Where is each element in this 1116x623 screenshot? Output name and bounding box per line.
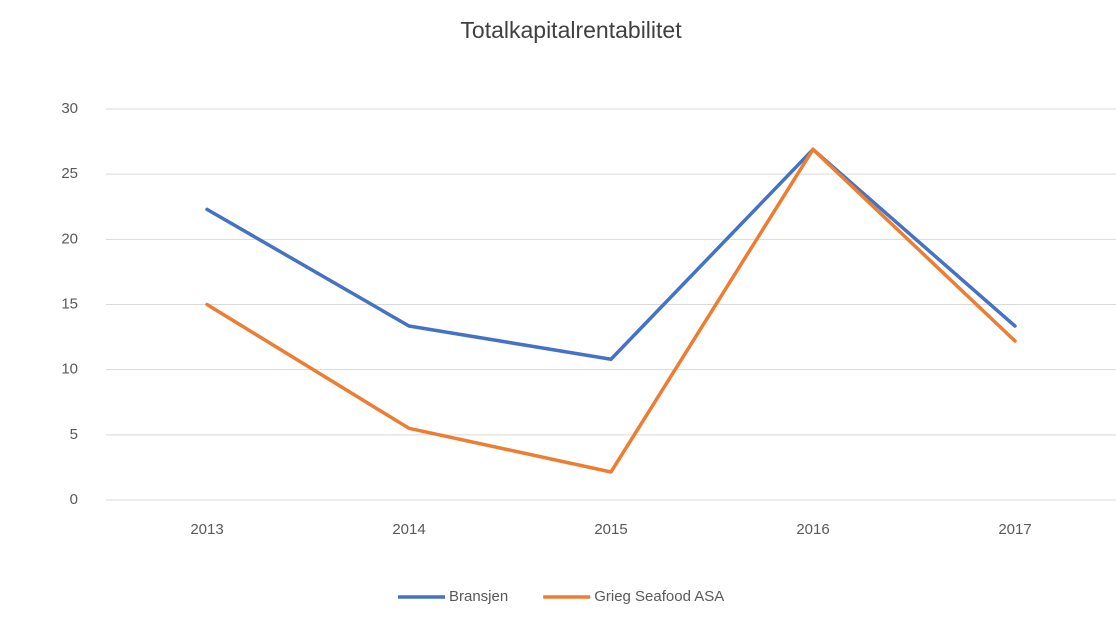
x-tick-label: 2014 [392,521,425,538]
x-tick-label: 2015 [594,521,627,538]
y-tick-label: 30 [61,100,78,117]
chart-title: Totalkapitalrentabilitet [460,17,682,43]
y-tick-label: 15 [61,295,78,312]
x-tick-label: 2017 [998,521,1031,538]
y-tick-label: 5 [70,426,78,443]
x-tick-label: 2013 [190,521,223,538]
y-tick-label: 10 [61,361,78,378]
x-tick-label: 2016 [796,521,829,538]
legend-label: Bransjen [449,588,508,605]
y-tick-label: 0 [70,491,78,508]
legend-label: Grieg Seafood ASA [594,588,724,605]
line-series [205,147,1017,474]
y-tick-label: 25 [61,165,78,182]
line-series [205,147,1017,361]
y-tick-label: 20 [61,230,78,247]
